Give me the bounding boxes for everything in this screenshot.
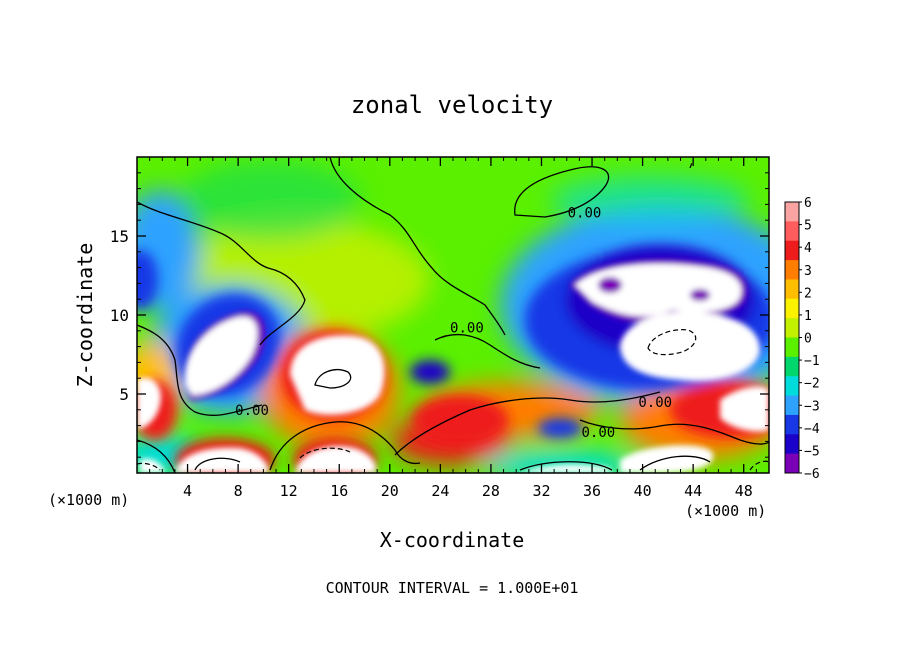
x-tick-label: 20 [381,482,399,500]
x-tick-label: 40 [634,482,652,500]
colorbar-tick-label: 1 [804,309,812,324]
x-tick-label: 4 [183,482,192,500]
x-tick-label: 32 [532,482,550,500]
x-tick-label: 24 [431,482,449,500]
x-unit-left: (×1000 m) [48,491,129,509]
y-axis: 5 10 15 [110,172,769,458]
x-tick-label: 16 [330,482,348,500]
contour-label: 0.00 [450,321,484,337]
contour-label: 0.00 [638,395,672,411]
plot-area: 0.00 0.00 0.00 0.00 0.00 [137,157,769,473]
colorbar-tick-label: 5 [804,219,812,234]
colorbar: 6 5 4 3 2 1 0 −1 −2 −3 −4 −5 −6 [784,196,820,482]
x-tick-label: 36 [583,482,601,500]
colorbar-swatch [785,279,799,300]
colorbar-tick-label: −6 [804,467,820,482]
x-tick-label: 44 [684,482,702,500]
colorbar-swatch [785,298,799,319]
y-tick-label: 5 [119,385,129,404]
y-axis-label: Z-coordinate [73,243,97,388]
colorbar-swatch [785,260,799,280]
colorbar-swatch [785,337,799,358]
colorbar-swatch [785,414,799,435]
colorbar-swatch [785,221,799,242]
contour-label: 0.00 [235,403,269,419]
colorbar-tick-label: −5 [804,444,820,459]
colorbar-tick-label: 4 [804,241,812,256]
colorbar-tick-label: 0 [804,332,812,347]
colorbar-swatch [785,395,799,416]
colorbar-swatch [785,434,799,455]
y-tick-label: 15 [110,227,129,246]
x-tick-label: 12 [280,482,298,500]
colorbar-tick-label: −4 [804,422,820,437]
x-tick-label: 48 [735,482,753,500]
field-core-layer [137,259,769,473]
contour-interval-note: CONTOUR INTERVAL = 1.000E+01 [326,579,579,597]
colorbar-tick-label: −3 [804,399,820,414]
contour-labels: 0.00 0.00 0.00 0.00 0.00 [235,205,672,441]
x-unit-right: (×1000 m) [685,502,766,520]
colorbar-tick-label: 2 [804,286,812,301]
contour-label: 0.00 [568,205,602,221]
colorbar-swatch [785,376,799,397]
colorbar-tick-label: 3 [804,264,812,279]
contour-lines-dashed [137,159,769,471]
x-tick-label: 8 [234,482,243,500]
colorbar-swatch [785,202,799,222]
colorbar-swatch [785,240,799,261]
contour-label: 0.00 [582,425,616,441]
colorbar-swatch [785,318,799,338]
x-axis: 4 8 12 16 20 24 28 32 36 40 44 48 [149,157,757,500]
y-tick-label: 10 [110,306,129,325]
chart-title: zonal velocity [351,91,553,119]
colorbar-tick-label: −2 [804,377,820,392]
x-axis-label: X-coordinate [380,528,525,552]
x-tick-label: 28 [482,482,500,500]
colorbar-tick-label: −1 [804,354,820,369]
colorbar-swatch [785,453,799,474]
colorbar-tick-label: 6 [804,196,812,211]
colorbar-swatch [785,356,799,377]
contour-lines [137,157,769,473]
